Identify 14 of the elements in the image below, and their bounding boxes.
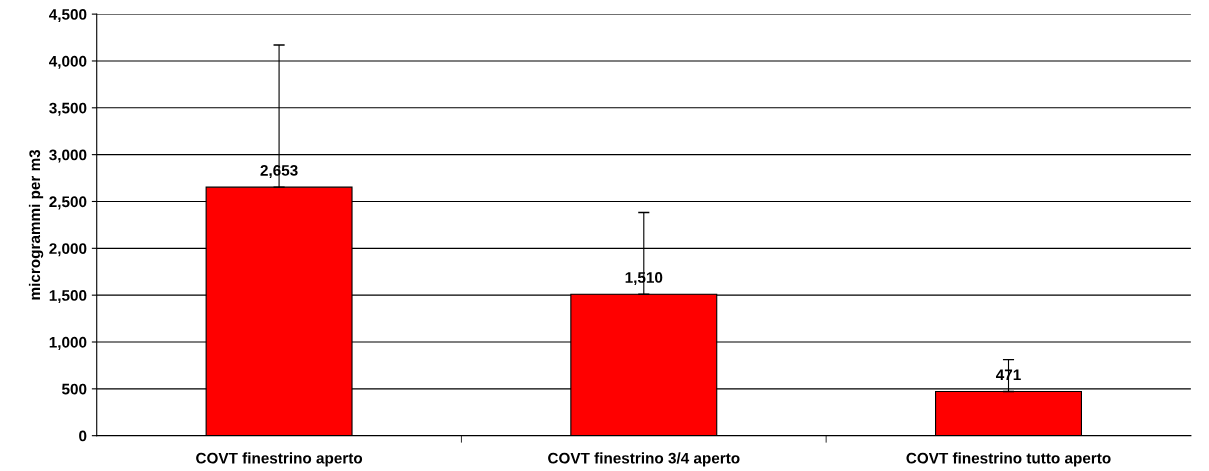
y-tick-label: 2,000: [49, 243, 87, 257]
y-tick-label: 2,500: [49, 196, 87, 210]
y-tick-label: 4,000: [49, 55, 87, 69]
y-tick-label: 3,500: [49, 102, 87, 116]
x-tick-label: COVT finestrino aperto: [196, 452, 363, 467]
y-tick-label: 1,000: [49, 336, 87, 350]
y-tick-label: 4,500: [49, 9, 87, 23]
x-tick-label: COVT finestrino 3/4 aperto: [548, 452, 740, 467]
y-tick-label: 1,500: [49, 290, 87, 304]
x-tick-label: COVT finestrino tutto aperto: [906, 452, 1111, 467]
y-tick-label: 3,000: [49, 149, 87, 163]
y-tick-label: 0: [79, 430, 87, 442]
y-tick-label: 500: [61, 383, 87, 395]
y-axis-title: microgrammi per m3: [28, 149, 44, 300]
